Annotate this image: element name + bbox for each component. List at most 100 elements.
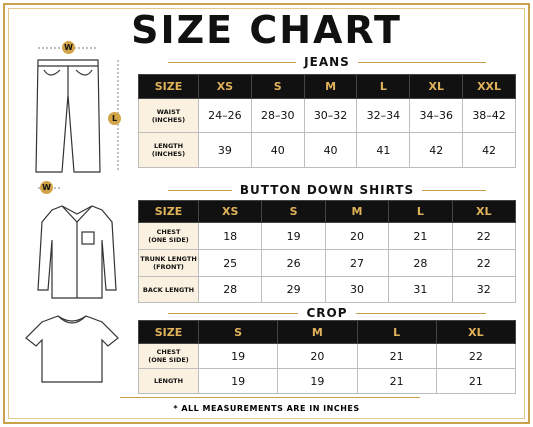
cell: 31 xyxy=(388,276,453,303)
header-cell: XS xyxy=(198,74,252,99)
cell: 38–42 xyxy=(462,98,516,133)
row-label-line: (INCHES) xyxy=(151,115,186,124)
cell: 40 xyxy=(250,132,305,168)
title: SIZE CHART xyxy=(131,8,402,52)
header-cell: S xyxy=(197,320,279,344)
cell: 19 xyxy=(197,368,279,394)
cell: 42 xyxy=(462,132,516,168)
row-label-line: WAIST xyxy=(156,107,181,116)
cell: 32–34 xyxy=(356,98,411,133)
cell: 24–26 xyxy=(198,98,252,133)
hem-badge: W xyxy=(40,181,53,194)
cell: 22 xyxy=(435,343,517,369)
cell: 32 xyxy=(451,276,517,303)
cell: 19 xyxy=(277,368,358,394)
row-label: LENGTH xyxy=(138,368,199,394)
row-label-line: CHEST xyxy=(156,228,181,236)
header-cell: XL xyxy=(435,320,517,344)
header-cell: SIZE xyxy=(138,200,199,223)
row-label-line: LENGTH xyxy=(153,377,184,385)
row-label-line: (FRONT) xyxy=(153,263,184,271)
header-row: SIZE XS S M L XL XXL xyxy=(138,74,516,99)
row-label: TRUNK LENGTH (FRONT) xyxy=(138,249,199,277)
data-row: LENGTH (INCHES) 39 40 40 41 42 42 xyxy=(138,132,516,168)
header-row: SIZE S M L XL xyxy=(138,320,517,344)
data-row: CHEST (ONE SIDE) 19 20 21 22 xyxy=(138,343,517,369)
data-row: CHEST (ONE SIDE) 18 19 20 21 22 xyxy=(138,222,517,250)
header-cell: S xyxy=(250,74,305,99)
data-row: BACK LENGTH 28 29 30 31 32 xyxy=(138,276,517,303)
cell: 21 xyxy=(388,222,453,250)
data-row: LENGTH 19 19 21 21 xyxy=(138,368,517,394)
length-badge: L xyxy=(108,112,121,125)
header-cell: L xyxy=(388,200,453,223)
row-label: CHEST (ONE SIDE) xyxy=(138,222,199,250)
header-cell: M xyxy=(303,74,358,99)
section-title: CROP xyxy=(138,306,516,320)
row-label: LENGTH (INCHES) xyxy=(138,132,199,168)
cell: 19 xyxy=(261,222,326,250)
row-label-line: CHEST xyxy=(156,348,181,356)
header-cell: L xyxy=(356,74,411,99)
header-cell: M xyxy=(324,200,390,223)
header-cell: SIZE xyxy=(138,74,199,99)
cell: 42 xyxy=(409,132,464,168)
cell: 27 xyxy=(324,249,390,277)
header-cell: L xyxy=(356,320,437,344)
row-label-line: BACK LENGTH xyxy=(142,285,195,294)
size-table: SIZE XS S M L XL XXL WAIST (INCHES) 24–26 28–30 30–… xyxy=(138,74,516,168)
header-cell: S xyxy=(261,200,326,223)
cell: 18 xyxy=(197,222,263,250)
data-row: WAIST (INCHES) 24–26 28–30 30–32 32–34 34–36 38… xyxy=(138,98,516,133)
section-title-text: JEANS xyxy=(296,55,358,69)
cell: 21 xyxy=(356,368,437,394)
cell: 22 xyxy=(451,249,517,277)
cell: 20 xyxy=(324,222,390,250)
cell: 39 xyxy=(198,132,252,168)
header-cell: XS xyxy=(197,200,263,223)
header-cell: XL xyxy=(451,200,517,223)
cell: 34–36 xyxy=(409,98,464,133)
row-label-line: (INCHES) xyxy=(151,150,186,158)
header-row: SIZE XS S M L XL xyxy=(138,200,517,223)
cell: 30 xyxy=(324,276,390,303)
row-label-line: (ONE SIDE) xyxy=(148,356,189,364)
section-title: BUTTON DOWN SHIRTS xyxy=(138,183,516,197)
cell: 30–32 xyxy=(303,98,358,133)
divider xyxy=(120,397,420,398)
cell: 29 xyxy=(261,276,326,303)
row-label-line: TRUNK LENGTH xyxy=(140,255,197,263)
frame xyxy=(3,3,530,424)
cell: 25 xyxy=(197,249,263,277)
row-label: CHEST (ONE SIDE) xyxy=(138,343,199,369)
header-cell: XL xyxy=(409,74,464,99)
cell: 26 xyxy=(261,249,326,277)
section-title-text: CROP xyxy=(298,306,356,320)
footnote: * ALL MEASUREMENTS ARE IN INCHES xyxy=(173,404,360,413)
cell: 40 xyxy=(303,132,358,168)
row-label-line: (ONE SIDE) xyxy=(148,236,189,244)
header-cell: SIZE xyxy=(138,320,199,344)
section-title-text: BUTTON DOWN SHIRTS xyxy=(231,183,423,197)
data-row: TRUNK LENGTH (FRONT) 25 26 27 28 22 xyxy=(138,249,517,277)
cell: 20 xyxy=(277,343,358,369)
section-title: JEANS xyxy=(138,55,516,69)
size-table: SIZE S M L XL CHEST (ONE SIDE) 19 20 21 22 LENGTH 19… xyxy=(138,320,517,394)
cell: 41 xyxy=(356,132,411,168)
frame-inner xyxy=(8,8,525,419)
cell: 21 xyxy=(356,343,437,369)
cell: 28 xyxy=(388,249,453,277)
header-cell: M xyxy=(277,320,358,344)
size-table: SIZE XS S M L XL CHEST (ONE SIDE) 18 19 20 21 22 TRUN… xyxy=(138,200,517,303)
row-label-line: LENGTH xyxy=(153,142,184,150)
cell: 22 xyxy=(451,222,517,250)
cell: 21 xyxy=(435,368,517,394)
row-label: BACK LENGTH xyxy=(138,276,199,303)
width-badge: W xyxy=(62,41,75,54)
cell: 28 xyxy=(197,276,263,303)
header-cell: XXL xyxy=(462,74,516,99)
cell: 19 xyxy=(197,343,279,369)
row-label: WAIST (INCHES) xyxy=(138,98,199,133)
cell: 28–30 xyxy=(250,98,305,133)
